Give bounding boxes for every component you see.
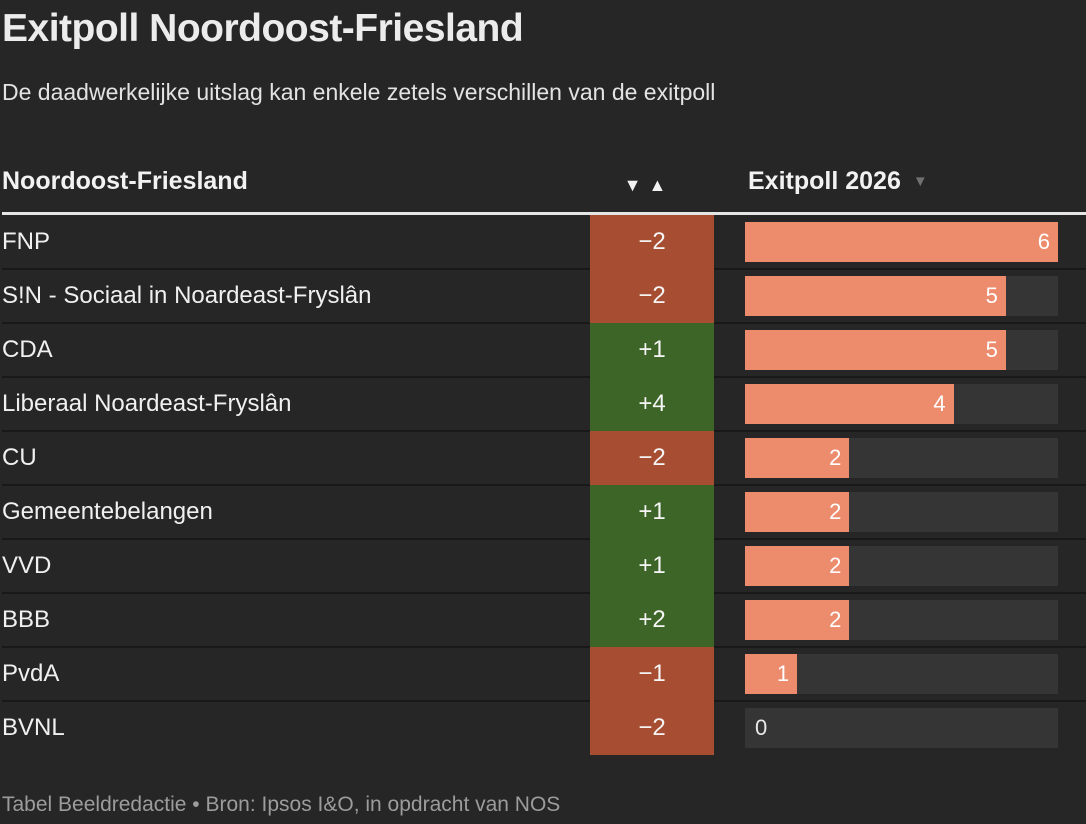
sort-ascending-icon[interactable]: ▲	[648, 175, 667, 195]
seat-count: 6	[1037, 229, 1050, 254]
seat-bar-track: 2	[745, 546, 1058, 586]
table-row: CDA +1 5	[2, 322, 1086, 377]
seat-count: 1	[776, 661, 790, 686]
value-column-header[interactable]: Exitpoll 2026 ▼	[745, 167, 1086, 196]
seat-count: 0	[755, 715, 768, 740]
party-name: BBB	[2, 606, 51, 633]
change-badge: +1	[590, 323, 714, 377]
seat-bar-fill: 2	[745, 438, 850, 478]
seat-bar-track: 6	[745, 222, 1058, 262]
seat-bar-track: 4	[745, 384, 1058, 424]
change-badge: +1	[590, 485, 714, 539]
change-badge: −2	[590, 215, 714, 269]
sort-indicator-icon: ▼	[912, 173, 928, 190]
seat-count: 2	[829, 553, 842, 578]
seat-bar-fill: 1	[745, 654, 798, 694]
sort-descending-icon[interactable]: ▼	[623, 175, 642, 195]
change-badge: +2	[590, 593, 714, 647]
party-name: FNP	[2, 228, 50, 255]
seat-count: 2	[829, 607, 842, 632]
seat-bar-track: 2	[745, 438, 1058, 478]
change-badge: −2	[590, 431, 714, 485]
party-name: CDA	[2, 336, 53, 363]
party-name: CU	[2, 444, 37, 471]
table-header: Noordoost-Friesland ▼ ▲ Exitpoll 2026 ▼	[2, 106, 1086, 215]
seat-bar-track: 1	[745, 654, 1058, 694]
seat-bar-track: 5	[745, 276, 1058, 316]
seat-bar-fill: 4	[745, 384, 954, 424]
seat-bar-fill: 2	[745, 546, 850, 586]
source-credit: Tabel Beeldredactie • Bron: Ipsos I&O, i…	[2, 793, 561, 816]
change-badge: −2	[590, 269, 714, 323]
table-row: BVNL −2 0	[2, 700, 1086, 755]
seat-bar-track: 2	[745, 600, 1058, 640]
change-badge: −2	[590, 701, 714, 755]
party-name: S!N - Sociaal in Noardeast-Fryslân	[2, 282, 372, 309]
region-column-header: Noordoost-Friesland	[2, 167, 248, 195]
seat-count: 5	[985, 337, 998, 362]
change-badge: +4	[590, 377, 714, 431]
seat-bar-fill: 6	[745, 222, 1058, 262]
seat-count: 4	[933, 391, 946, 416]
table-row: CU −2 2	[2, 430, 1086, 485]
party-name: Liberaal Noardeast-Fryslân	[2, 390, 292, 417]
table-row: S!N - Sociaal in Noardeast-Fryslân −2 5	[2, 268, 1086, 323]
party-name: BVNL	[2, 714, 65, 741]
value-column-header-label: Exitpoll 2026	[748, 167, 901, 195]
table-row: VVD +1 2	[2, 538, 1086, 593]
seat-bar-fill: 5	[745, 330, 1006, 370]
table-row: Gemeentebelangen +1 2	[2, 484, 1086, 539]
seat-bar-fill: 2	[745, 492, 850, 532]
seat-bar-track: 2	[745, 492, 1058, 532]
party-name: VVD	[2, 552, 52, 579]
seat-bar-track: 0	[745, 708, 1058, 748]
seat-bar-fill: 2	[745, 600, 850, 640]
seat-bar-fill: 5	[745, 276, 1006, 316]
party-name: Gemeentebelangen	[2, 498, 213, 525]
seat-count: 5	[985, 283, 998, 308]
table-row: FNP −2 6	[2, 215, 1086, 269]
change-sort-controls: ▼ ▲	[590, 175, 714, 196]
seat-count: 2	[829, 499, 842, 524]
seat-bar-track: 5	[745, 330, 1058, 370]
page-title: Exitpoll Noordoost-Friesland	[2, 7, 524, 50]
seat-count: 2	[829, 445, 842, 470]
table-row: BBB +2 2	[2, 592, 1086, 647]
table-row: Liberaal Noardeast-Fryslân +4 4	[2, 376, 1086, 431]
party-name: PvdA	[2, 660, 60, 687]
table-row: PvdA −1 1	[2, 646, 1086, 701]
page-subtitle: De daadwerkelijke uitslag kan enkele zet…	[2, 79, 716, 105]
change-badge: +1	[590, 539, 714, 593]
change-badge: −1	[590, 647, 714, 701]
table-body: FNP −2 6 S!N - Sociaal in Noardeast-Frys…	[2, 215, 1086, 755]
